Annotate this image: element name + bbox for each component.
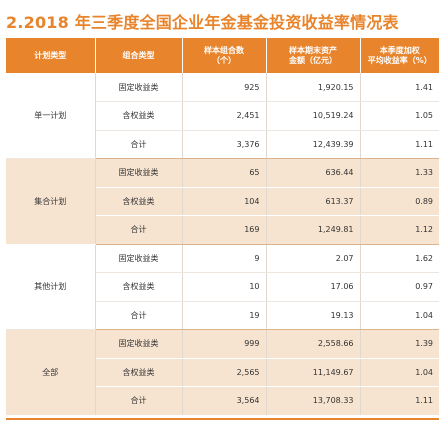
yield-cell: 0.89 — [360, 187, 439, 216]
portfolio-type-cell: 含权益类 — [95, 101, 183, 131]
table-row: 合计 3,564 13,708.33 1.11 — [6, 386, 439, 416]
table-bottom-rule — [6, 418, 439, 420]
header-plan-type: 计划类型 — [6, 38, 96, 73]
yield-cell: 1.62 — [360, 244, 439, 273]
assets-cell: 10,519.24 — [266, 101, 361, 131]
portfolio-type-cell: 固定收益类 — [95, 73, 183, 102]
sample-count-cell: 19 — [182, 301, 267, 330]
table-row: 单一计划 固定收益类 925 1,920.15 1.41 — [6, 73, 439, 159]
portfolio-type-cell: 合计 — [95, 301, 183, 330]
yield-cell: 1.11 — [360, 130, 439, 159]
yield-cell: 1.05 — [360, 101, 439, 131]
yield-table: 计划类型 组合类型 样本组合数 （个） 样本期末资产 金额（亿元） 本季度加权 … — [6, 38, 439, 416]
sample-count-cell: 3,564 — [182, 386, 267, 416]
sample-count-cell: 65 — [182, 158, 267, 188]
assets-cell: 613.37 — [266, 187, 361, 216]
yield-cell: 1.04 — [360, 301, 439, 330]
portfolio-type-cell: 合计 — [95, 386, 183, 416]
header-assets-line1: 样本期末资产 — [289, 45, 337, 55]
table-row: 含权益类 104 613.37 0.89 — [6, 187, 439, 216]
sample-count-cell: 10 — [182, 272, 267, 302]
header-sample-count: 样本组合数 （个） — [182, 38, 267, 73]
yield-cell: 1.39 — [360, 329, 439, 359]
assets-cell: 636.44 — [266, 158, 361, 188]
table-row: 含权益类 10 17.06 0.97 — [6, 272, 439, 302]
yield-cell: 1.33 — [360, 158, 439, 188]
yield-cell: 1.04 — [360, 358, 439, 387]
sample-count-cell: 2,451 — [182, 101, 267, 131]
header-yield-line2: 平均收益率（%） — [367, 55, 432, 65]
yield-cell: 0.97 — [360, 272, 439, 302]
sample-count-cell: 999 — [182, 329, 267, 359]
group-name: 集合计划 — [6, 158, 96, 245]
table-row: 全部 固定收益类 999 2,558.66 1.39 — [6, 329, 439, 416]
sample-count-cell: 104 — [182, 187, 267, 216]
table-row: 合计 3,376 12,439.39 1.11 — [6, 130, 439, 159]
table-row: 含权益类 2,565 11,149.67 1.04 — [6, 358, 439, 387]
header-yield-line1: 本季度加权 — [379, 45, 420, 55]
table-row: 合计 169 1,249.81 1.12 — [6, 215, 439, 245]
header-sample-count-line1: 样本组合数 — [204, 45, 244, 55]
assets-cell: 12,439.39 — [266, 130, 361, 159]
portfolio-type-cell: 含权益类 — [95, 358, 183, 387]
header-yield: 本季度加权 平均收益率（%） — [360, 38, 439, 73]
group-name: 单一计划 — [6, 73, 96, 159]
table-row: 集合计划 固定收益类 65 636.44 1.33 — [6, 158, 439, 245]
portfolio-type-cell: 固定收益类 — [95, 244, 183, 273]
sample-count-cell: 169 — [182, 215, 267, 245]
assets-cell: 19.13 — [266, 301, 361, 330]
assets-cell: 17.06 — [266, 272, 361, 302]
header-portfolio-type: 组合类型 — [95, 38, 183, 73]
group-name: 全部 — [6, 329, 96, 416]
table-title: 2.2018 年三季度全国企业年金基金投资收益率情况表 — [6, 13, 399, 32]
portfolio-type-cell: 含权益类 — [95, 187, 183, 216]
assets-cell: 2.07 — [266, 244, 361, 273]
portfolio-type-cell: 合计 — [95, 130, 183, 159]
portfolio-type-cell: 固定收益类 — [95, 158, 183, 188]
yield-cell: 1.41 — [360, 73, 439, 102]
sample-count-cell: 9 — [182, 244, 267, 273]
assets-cell: 11,149.67 — [266, 358, 361, 387]
header-assets-line2: 金额（亿元） — [289, 55, 337, 65]
group-name: 其他计划 — [6, 244, 96, 330]
portfolio-type-cell: 含权益类 — [95, 272, 183, 302]
header-assets: 样本期末资产 金额（亿元） — [266, 38, 361, 73]
yield-cell: 1.11 — [360, 386, 439, 416]
portfolio-type-cell: 合计 — [95, 215, 183, 245]
table-row: 合计 19 19.13 1.04 — [6, 301, 439, 330]
assets-cell: 13,708.33 — [266, 386, 361, 416]
assets-cell: 1,920.15 — [266, 73, 361, 102]
assets-cell: 2,558.66 — [266, 329, 361, 359]
assets-cell: 1,249.81 — [266, 215, 361, 245]
sample-count-cell: 2,565 — [182, 358, 267, 387]
table-row: 其他计划 固定收益类 9 2.07 1.62 — [6, 244, 439, 330]
table-row: 含权益类 2,451 10,519.24 1.05 — [6, 101, 439, 131]
portfolio-type-cell: 固定收益类 — [95, 329, 183, 359]
header-row: 计划类型 组合类型 样本组合数 （个） 样本期末资产 金额（亿元） 本季度加权 … — [6, 38, 439, 73]
header-sample-count-line2: （个） — [212, 55, 236, 65]
sample-count-cell: 925 — [182, 73, 267, 102]
yield-cell: 1.12 — [360, 215, 439, 245]
sample-count-cell: 3,376 — [182, 130, 267, 159]
